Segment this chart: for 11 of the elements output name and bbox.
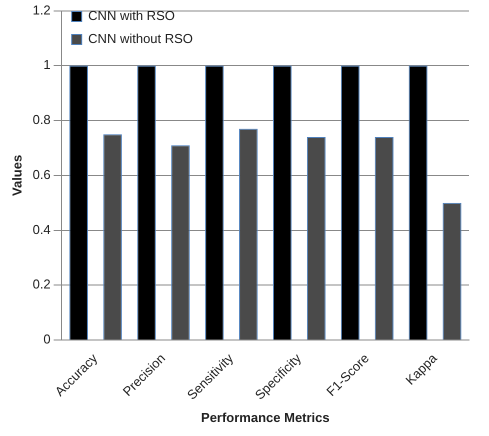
y-tick-label: 0 <box>43 332 51 347</box>
y-tick-label: 1 <box>43 57 51 72</box>
y-tick-label: 0.8 <box>32 112 51 128</box>
y-tick-label: 1.2 <box>32 2 51 18</box>
y-tick-label: 0.4 <box>32 222 51 237</box>
y-tick-label: 0.2 <box>32 276 51 292</box>
legend-label: CNN with RSO <box>88 8 175 24</box>
legend-label: CNN without RSO <box>88 31 193 46</box>
x-axis-title: Performance Metrics <box>201 410 330 425</box>
y-axis-title: Values <box>9 154 24 196</box>
y-tick-label: 0.6 <box>32 166 51 182</box>
